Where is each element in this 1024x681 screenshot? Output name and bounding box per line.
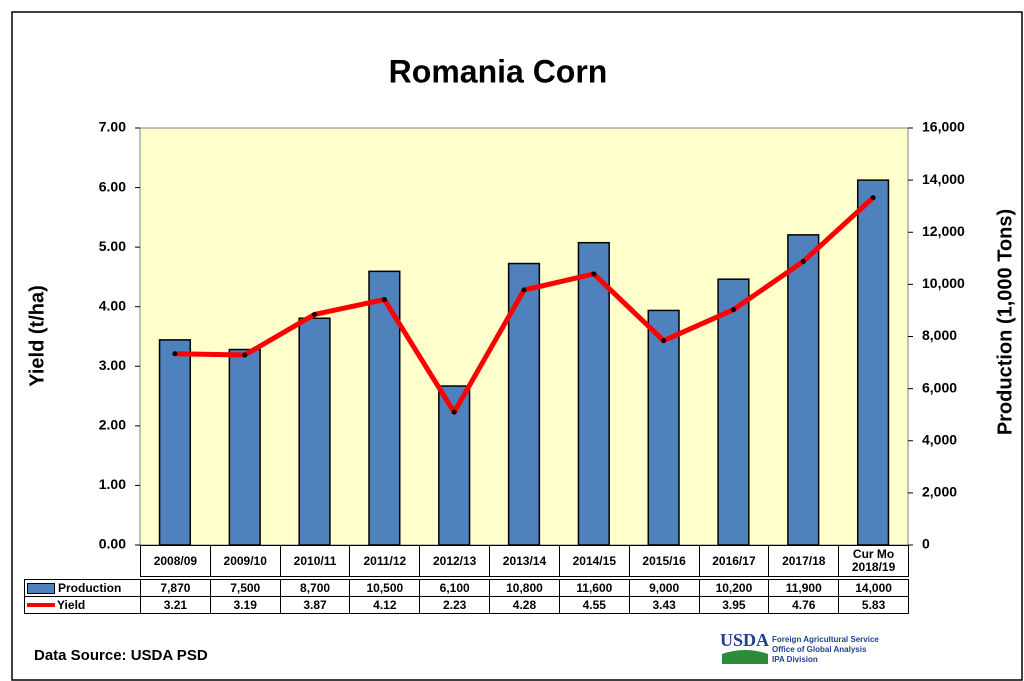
y-tick-label: 7.00	[99, 119, 126, 135]
logo-line: IPA Division	[772, 655, 818, 664]
data-table-value: 7,870	[140, 579, 211, 597]
y-tick-label: 0.00	[99, 536, 126, 552]
data-table-value: 4.28	[489, 596, 560, 614]
data-table-value: 9,000	[628, 579, 700, 597]
bar	[787, 234, 820, 546]
y2-tick-label: 16,000	[922, 119, 965, 135]
frame	[11, 11, 1023, 681]
y2-tick-label: 6,000	[922, 379, 957, 395]
category-label: Cur Mo 2018/19	[838, 545, 909, 577]
yield-marker	[730, 307, 736, 313]
y-tick-label: 1.00	[99, 476, 126, 492]
y-tick-label: 5.00	[99, 238, 126, 254]
yield-marker	[242, 352, 248, 358]
legend-entry: Yield	[24, 596, 141, 614]
source: Data Source: USDA PSD	[34, 647, 208, 664]
yield-marker	[172, 351, 178, 357]
data-table-value: 7,500	[209, 579, 281, 597]
category-label: 2017/18	[768, 545, 840, 577]
category-label: 2013/14	[489, 545, 560, 577]
category-label: 2009/10	[209, 545, 281, 577]
bar	[228, 348, 261, 546]
y2-tick-label: 14,000	[922, 171, 965, 187]
yield-marker	[381, 297, 387, 303]
chart-title: Romania Corn	[389, 53, 608, 89]
category-label: 2011/12	[349, 545, 421, 577]
logo-field	[722, 650, 768, 664]
data-table-value: 6,100	[419, 579, 491, 597]
logo-line: Foreign Agricultural Service	[772, 635, 879, 644]
bar	[717, 278, 750, 546]
data-table-value: 11,900	[768, 579, 840, 597]
legend-label: Yield	[57, 597, 86, 612]
data-table-value: 3.21	[140, 596, 211, 614]
bar	[647, 309, 680, 546]
data-table-value: 3.19	[209, 596, 281, 614]
data-table-value: 10,200	[698, 579, 770, 597]
bar	[577, 241, 610, 546]
category-label: 2008/09	[140, 545, 211, 577]
data-table-value: 4.55	[558, 596, 630, 614]
data-table-value: 2.23	[419, 596, 491, 614]
y-axis-label: Yield (t/ha)	[26, 285, 48, 386]
y2-tick-label: 4,000	[922, 431, 957, 447]
y2-axis-label: Production (1,000 Tons)	[994, 209, 1016, 435]
y2-tick-label: 8,000	[922, 327, 957, 343]
data-table-value: 3.87	[279, 596, 351, 614]
yield-marker	[591, 271, 597, 277]
y-tick-label: 4.00	[99, 297, 126, 313]
legend-key	[27, 603, 55, 607]
y2-tick-label: 0	[922, 536, 930, 552]
y-tick-label: 3.00	[99, 357, 126, 373]
data-table-value: 11,600	[558, 579, 630, 597]
logo-mark: USDA	[720, 630, 769, 650]
y2-tick-label: 2,000	[922, 484, 957, 500]
legend-label: Production	[58, 580, 122, 595]
data-table-value: 3.95	[698, 596, 770, 614]
category-label: 2015/16	[628, 545, 700, 577]
y2-tick-label: 12,000	[922, 223, 965, 239]
y-tick-label: 6.00	[99, 178, 126, 194]
legend-entry: Production	[24, 579, 141, 597]
bar	[298, 317, 331, 546]
yield-marker	[521, 287, 527, 293]
y2-tick-label: 10,000	[922, 275, 965, 291]
data-table-value: 14,000	[838, 579, 909, 597]
yield-marker	[661, 338, 667, 344]
category-label: 2010/11	[279, 545, 351, 577]
data-table-value: 3.43	[628, 596, 700, 614]
data-table-value: 4.76	[768, 596, 840, 614]
data-table-value: 10,500	[349, 579, 421, 597]
y-tick-label: 2.00	[99, 417, 126, 433]
bar	[158, 339, 192, 546]
logo-line: Office of Global Analysis	[772, 645, 867, 654]
yield-marker	[870, 195, 876, 201]
yield-marker	[800, 258, 806, 264]
yield-marker	[451, 409, 457, 415]
category-label: 2012/13	[419, 545, 491, 577]
data-table-value: 4.12	[349, 596, 421, 614]
data-table-value: 5.83	[838, 596, 909, 614]
category-label: 2016/17	[698, 545, 770, 577]
yield-marker	[312, 311, 318, 317]
category-label: 2014/15	[558, 545, 630, 577]
legend-key	[27, 582, 55, 594]
bar	[856, 179, 890, 546]
data-table-value: 10,800	[489, 579, 560, 597]
data-table-value: 8,700	[279, 579, 351, 597]
